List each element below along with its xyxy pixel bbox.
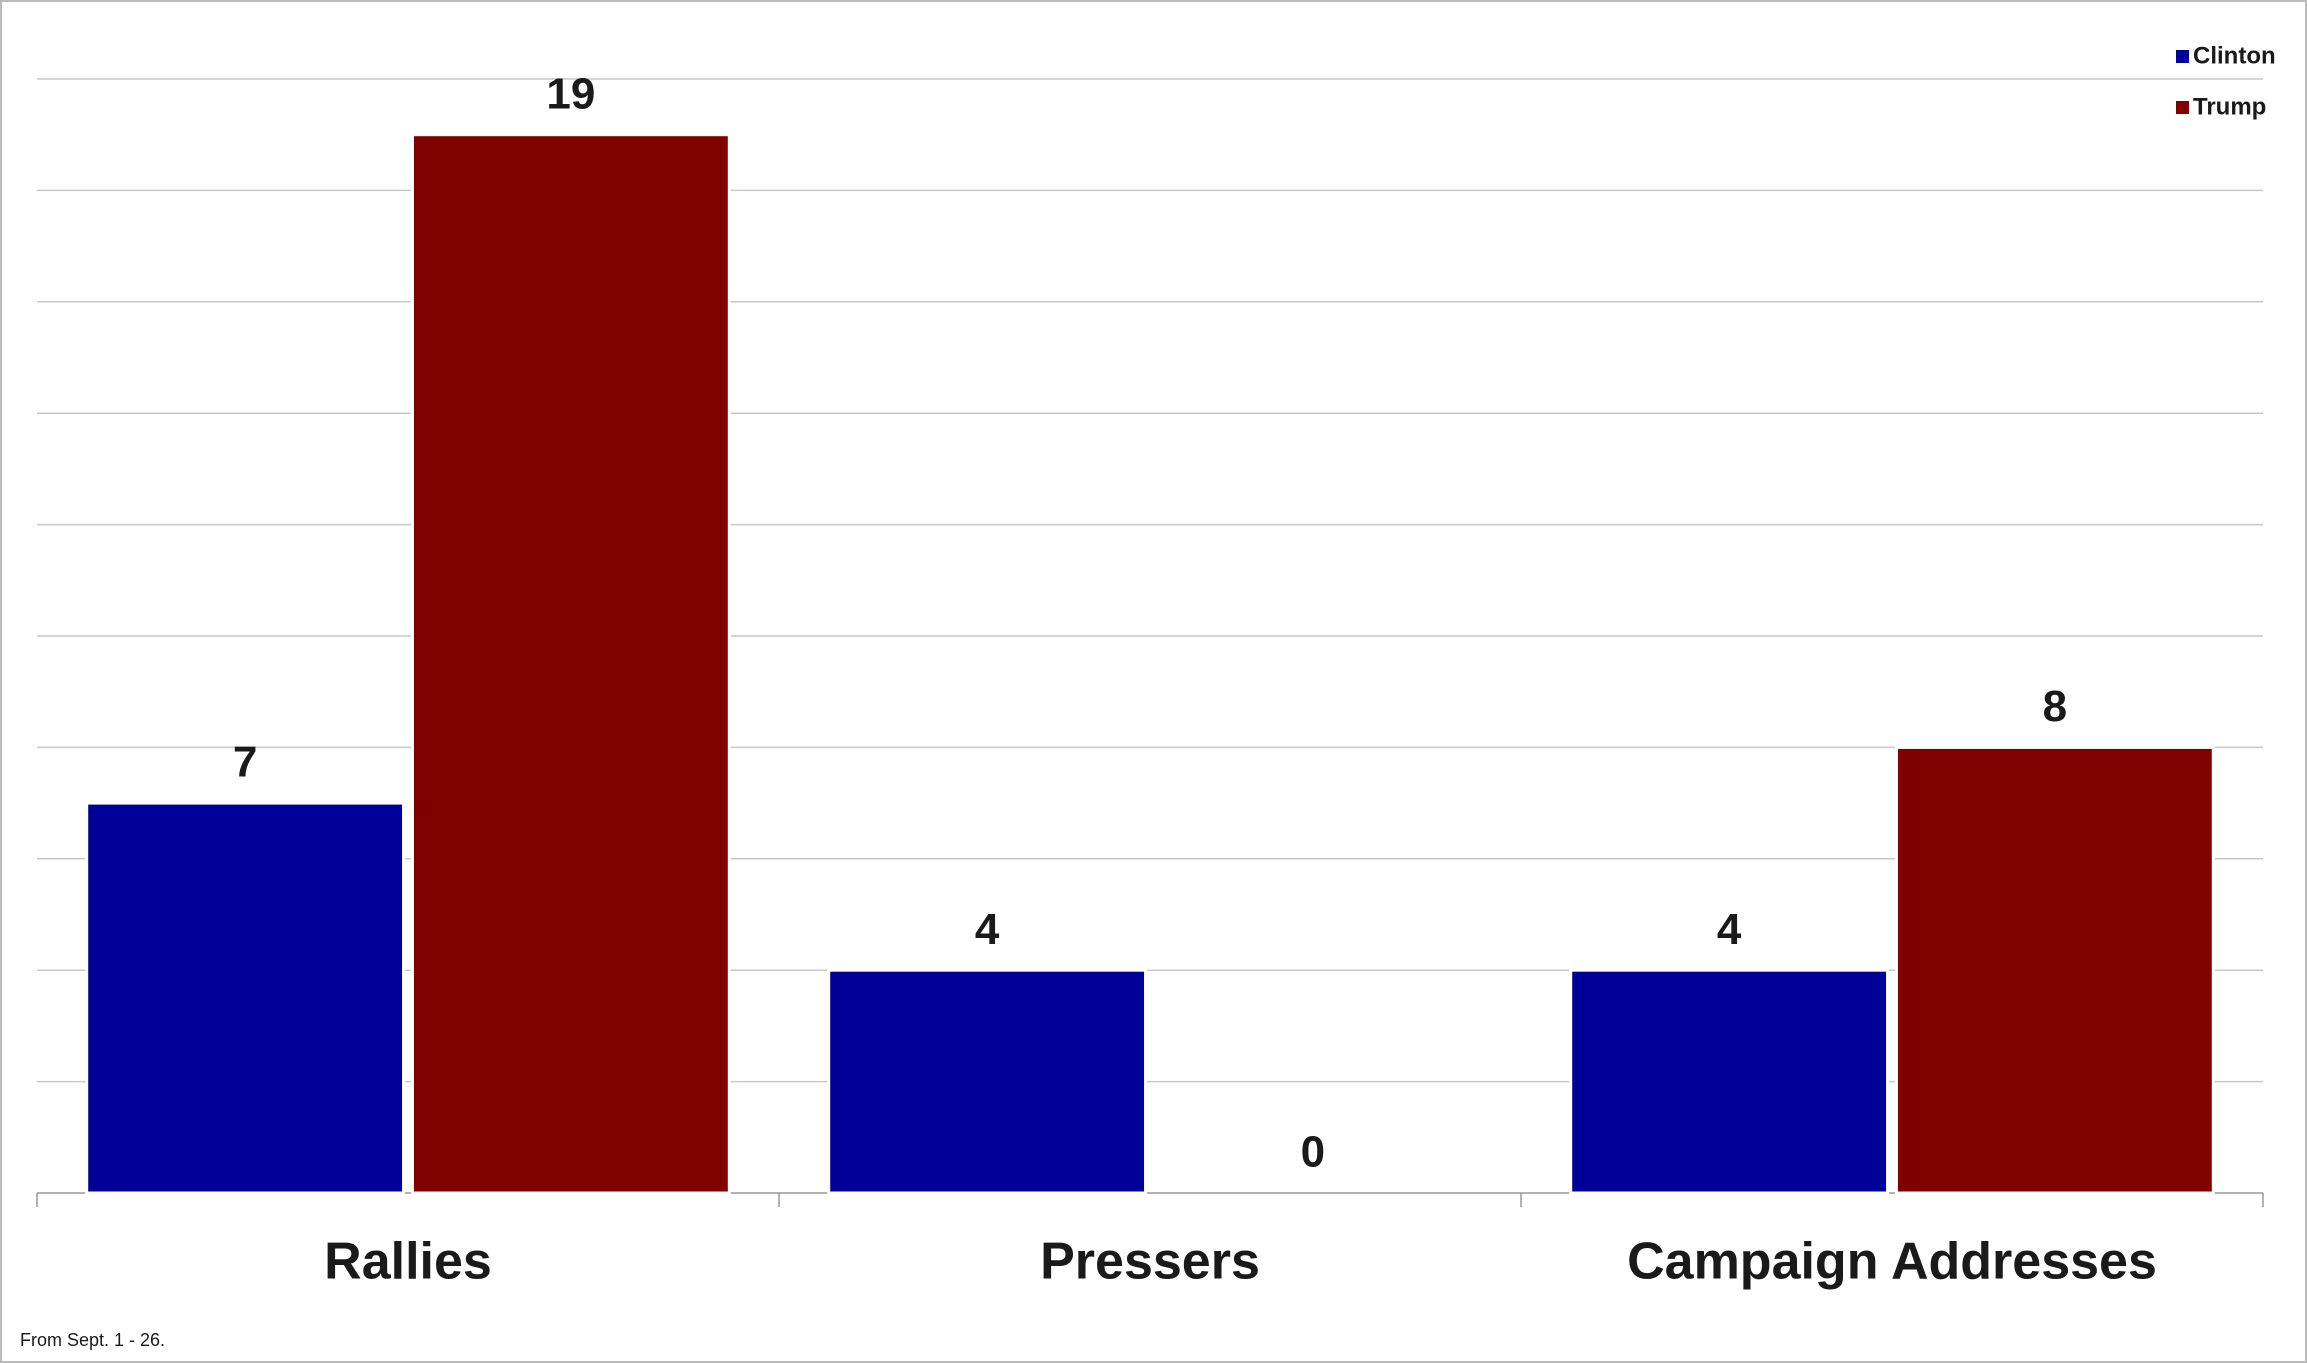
- x-tick-label: Rallies: [324, 1233, 492, 1291]
- bar: [410, 133, 731, 1195]
- bar: [1894, 745, 2215, 1195]
- bar: [827, 968, 1148, 1195]
- x-tick-label: Pressers: [1040, 1233, 1260, 1291]
- legend-label: Trump: [2193, 93, 2266, 120]
- value-label: 4: [1717, 905, 1742, 954]
- value-label: 7: [233, 738, 257, 787]
- value-label: 19: [546, 69, 595, 118]
- x-tick-label: Campaign Addresses: [1627, 1233, 2157, 1291]
- value-label: 0: [1301, 1128, 1325, 1177]
- legend-label: Clinton: [2193, 42, 2276, 69]
- footnote: From Sept. 1 - 26.: [20, 1330, 165, 1350]
- bar: [85, 801, 406, 1195]
- value-label: 8: [2043, 682, 2067, 731]
- value-label: 4: [975, 905, 1000, 954]
- legend-marker: [2176, 50, 2189, 63]
- bar: [1569, 968, 1890, 1195]
- legend-marker: [2176, 101, 2189, 114]
